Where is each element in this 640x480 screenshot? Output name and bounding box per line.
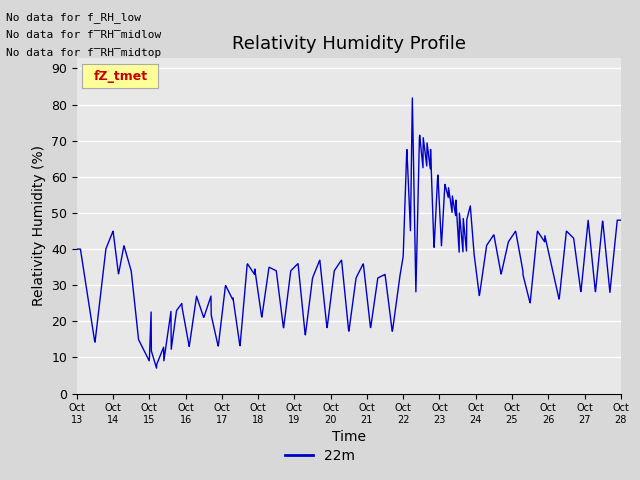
Text: No data for f̅RH̅midtop: No data for f̅RH̅midtop	[6, 48, 162, 59]
Text: No data for f̅RH̅midlow: No data for f̅RH̅midlow	[6, 30, 162, 40]
Y-axis label: Relativity Humidity (%): Relativity Humidity (%)	[31, 145, 45, 306]
X-axis label: Time: Time	[332, 431, 366, 444]
Text: No data for f_RH_low: No data for f_RH_low	[6, 12, 141, 23]
Title: Relativity Humidity Profile: Relativity Humidity Profile	[232, 35, 466, 53]
Legend: 22m: 22m	[280, 443, 360, 468]
